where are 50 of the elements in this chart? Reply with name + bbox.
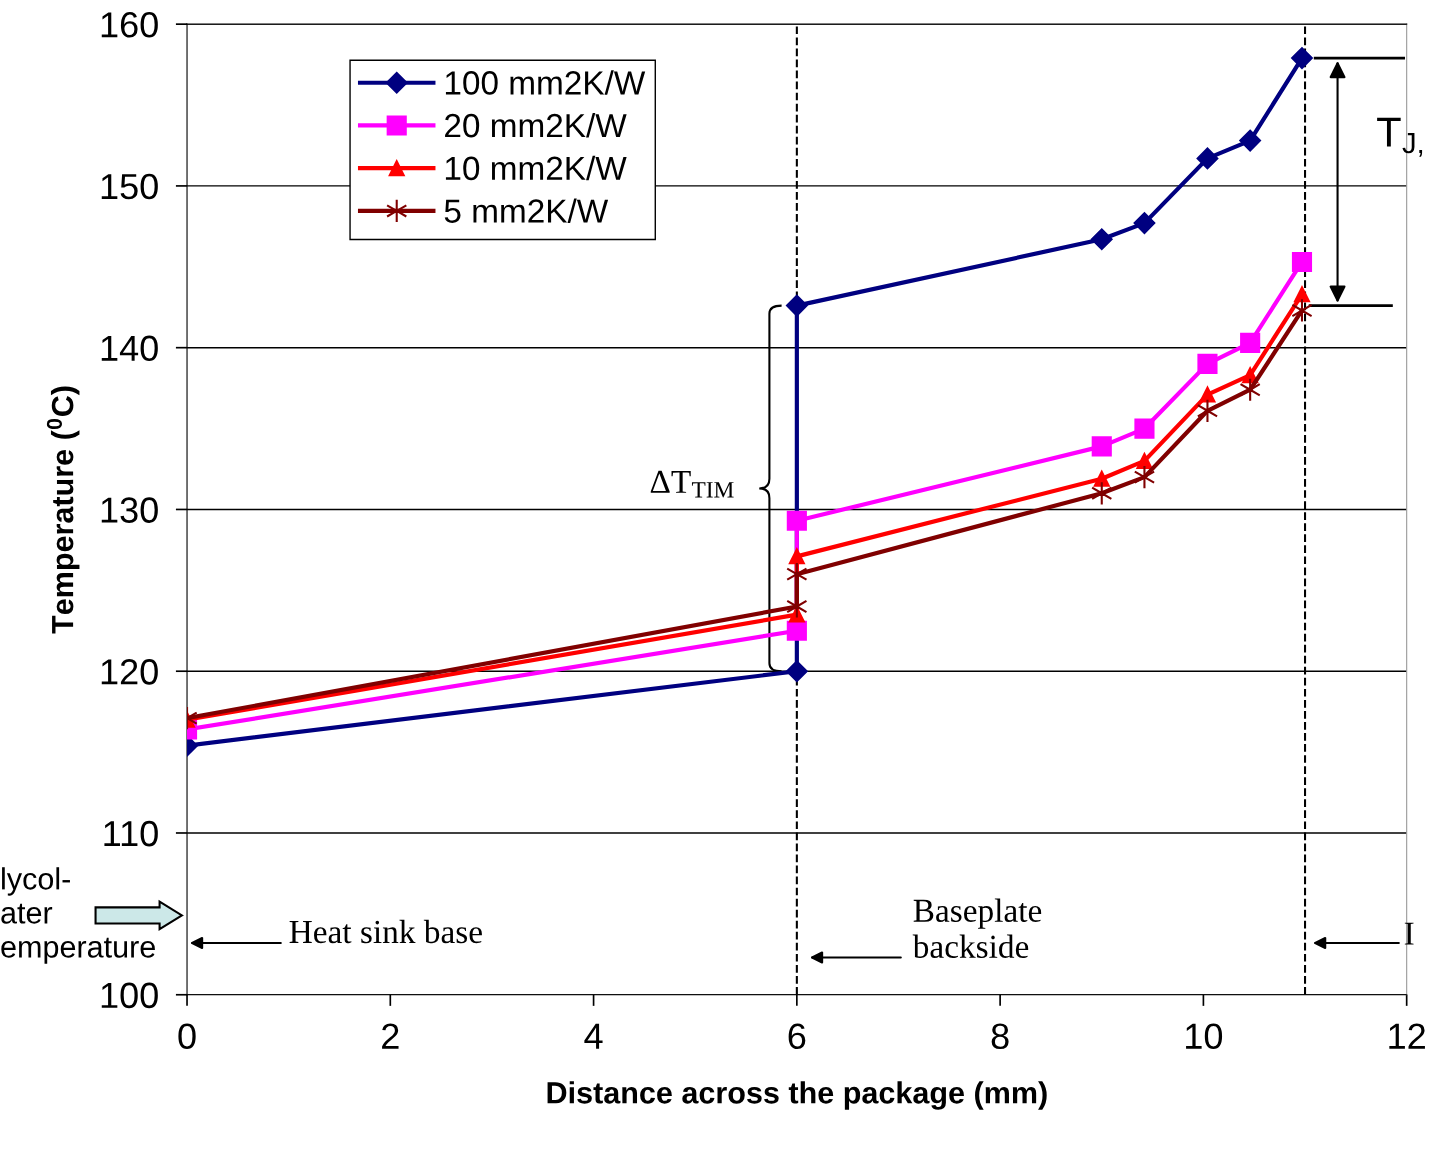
y-tick-label: 140 [101,335,158,362]
legend-label: 10 mm2K/W [445,155,627,181]
point [1197,353,1218,374]
point [1239,129,1262,152]
point [1136,452,1153,469]
y-tick-label: 100 [101,982,158,1009]
point [1091,481,1113,506]
x-tick-label: 0 [178,1023,196,1050]
annotation: Heat sink base [289,919,482,944]
point [1093,470,1110,487]
point [786,620,807,641]
point [1133,464,1156,490]
point [1291,47,1313,69]
y-tick-label: 130 [101,497,158,523]
point [1196,398,1219,423]
annotation: I [1404,922,1414,945]
point [788,548,805,565]
legend-label: 5 mm2K/W [444,198,609,223]
point [1091,436,1112,457]
point [786,510,807,531]
x-tick-label: 2 [382,1023,399,1049]
annotation: ΔT$_{TIM}$ [650,470,734,498]
point [1134,418,1155,439]
point [785,294,808,317]
annotation: T$_{J,}$ [1377,117,1423,157]
x-tick-label: 4 [584,1023,603,1049]
x-tick-label: 8 [991,1023,1009,1050]
legend-label: 20 mm2K/W [445,112,627,138]
y-tick-label: 120 [101,659,158,685]
text: lycol- ater emperature [1,867,155,964]
point [1294,286,1310,303]
point [1090,228,1113,251]
y-axis-title: Temperature ($^{0}$C) [46,386,80,634]
point [1291,251,1313,273]
x-axis-title: Distance across the package (mm) [547,1081,1047,1110]
point [1291,298,1313,323]
x-tick-label: 6 [788,1023,806,1050]
legend-label: 100 mm2K/W [445,70,646,95]
x-tick-label: 10 [1186,1023,1223,1050]
point [1133,212,1156,234]
point [1240,332,1261,353]
y-tick-label: 160 [101,12,158,38]
point [1199,386,1216,403]
annotation: Baseplate backside [912,898,1042,959]
point [785,660,808,683]
point [1196,147,1219,170]
y-tick-label: 110 [104,820,158,847]
x-tick-label: 12 [1389,1023,1425,1049]
y-tick-label: 150 [101,173,158,200]
point [1239,377,1261,402]
